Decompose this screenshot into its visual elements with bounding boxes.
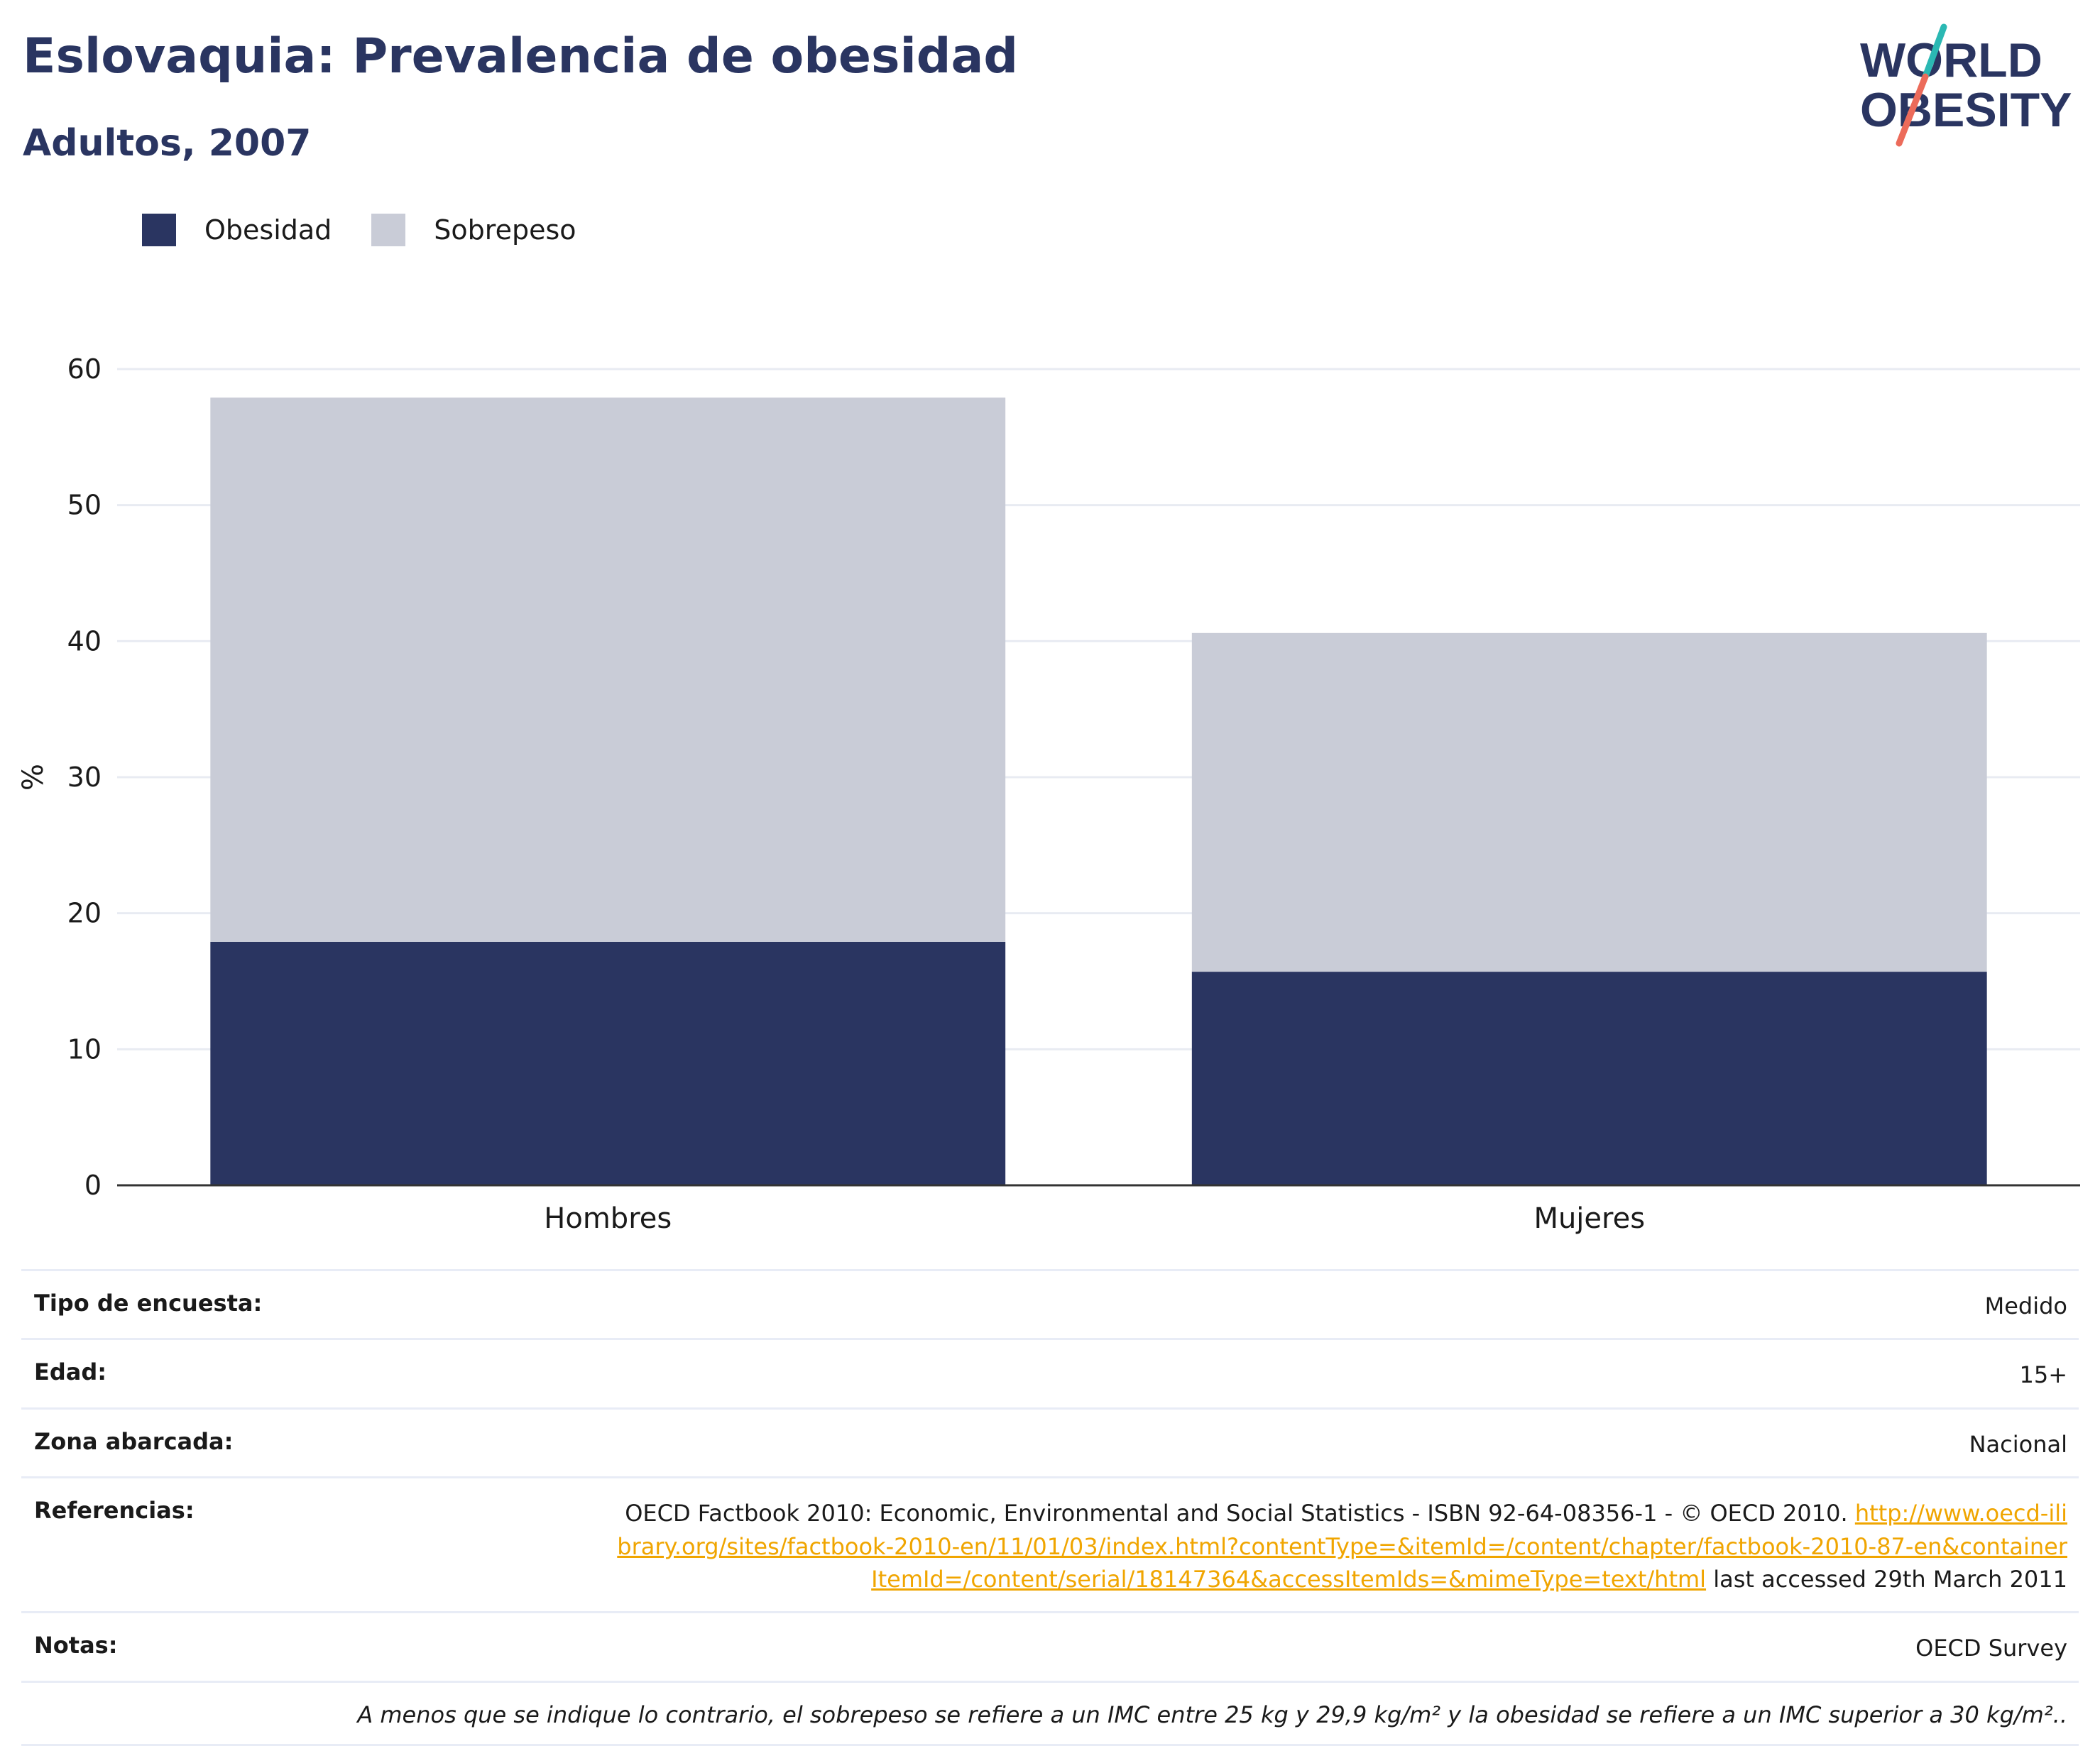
info-row-age: Edad: 15+ <box>21 1340 2079 1410</box>
references-text: OECD Factbook 2010: Economic, Environmen… <box>625 1500 1855 1527</box>
bar-sobrepeso-hombres <box>210 397 1006 942</box>
world-obesity-logo: WORLD OBESITY <box>1860 23 2072 147</box>
chart-legend: Obesidad Sobrepeso <box>142 212 616 248</box>
info-table: Tipo de encuesta: Medido Edad: 15+ Zona … <box>21 1269 2079 1746</box>
footnote-text: A menos que se indique lo contrario, el … <box>357 1701 2067 1728</box>
survey-type-value: Medido <box>1984 1292 2067 1319</box>
y-tick-label: 30 <box>67 762 102 793</box>
bar-obesidad-mujeres <box>1191 972 1987 1185</box>
info-row-survey-type: Tipo de encuesta: Medido <box>21 1269 2079 1341</box>
survey-type-label: Tipo de encuesta: <box>34 1290 263 1317</box>
references-label: Referencias: <box>34 1497 195 1525</box>
references-value: OECD Factbook 2010: Economic, Environmen… <box>612 1497 2079 1596</box>
x-tick-label: Hombres <box>544 1202 672 1235</box>
y-tick-label: 40 <box>67 625 102 657</box>
y-tick-label: 60 <box>67 353 102 385</box>
legend-item-sobrepeso[interactable]: Sobrepeso <box>371 214 576 246</box>
stacked-bar-chart: 0 10 20 30 40 50 60% Hombres Mujeres <box>17 353 2080 1235</box>
y-tick-label: 50 <box>67 490 102 521</box>
area-label: Zona abarcada: <box>34 1427 234 1455</box>
chart-title: Eslovaquia: Prevalencia de obesidad <box>23 28 1019 84</box>
age-label: Edad: <box>34 1358 107 1386</box>
x-tick-label: Mujeres <box>1533 1202 1645 1235</box>
y-tick-label: 20 <box>67 898 102 929</box>
y-tick-label: 10 <box>67 1033 102 1065</box>
legend-label-obesidad: Obesidad <box>204 214 332 246</box>
chart-subtitle: Adultos, 2007 <box>23 122 312 165</box>
legend-label-sobrepeso: Sobrepeso <box>434 214 576 246</box>
logo-text-obesity: OBESITY <box>1860 83 2072 137</box>
info-row-notes: Notas: OECD Survey <box>21 1613 2079 1683</box>
y-tick-label: 0 <box>84 1170 102 1201</box>
y-axis-title: % <box>17 764 50 791</box>
notes-label: Notas: <box>34 1632 118 1659</box>
legend-swatch-obesidad <box>142 214 176 246</box>
logo-text-world: WORLD <box>1860 33 2042 87</box>
info-row-area: Zona abarcada: Nacional <box>21 1410 2079 1479</box>
legend-swatch-sobrepeso <box>371 214 406 246</box>
info-row-references: Referencias: OECD Factbook 2010: Economi… <box>21 1478 2079 1614</box>
references-link[interactable]: http://www.oecd-ilibrary.org/sites/factb… <box>617 1500 2067 1593</box>
bar-sobrepeso-mujeres <box>1191 632 1987 972</box>
age-value: 15+ <box>2019 1361 2067 1389</box>
legend-item-obesidad[interactable]: Obesidad <box>142 214 332 246</box>
references-suffix: last accessed 29th March 2011 <box>1706 1565 2067 1593</box>
notes-value: OECD Survey <box>1915 1635 2067 1662</box>
area-value: Nacional <box>1969 1430 2067 1458</box>
info-row-footnote: A menos que se indique lo contrario, el … <box>21 1683 2079 1746</box>
bar-obesidad-hombres <box>210 941 1006 1185</box>
